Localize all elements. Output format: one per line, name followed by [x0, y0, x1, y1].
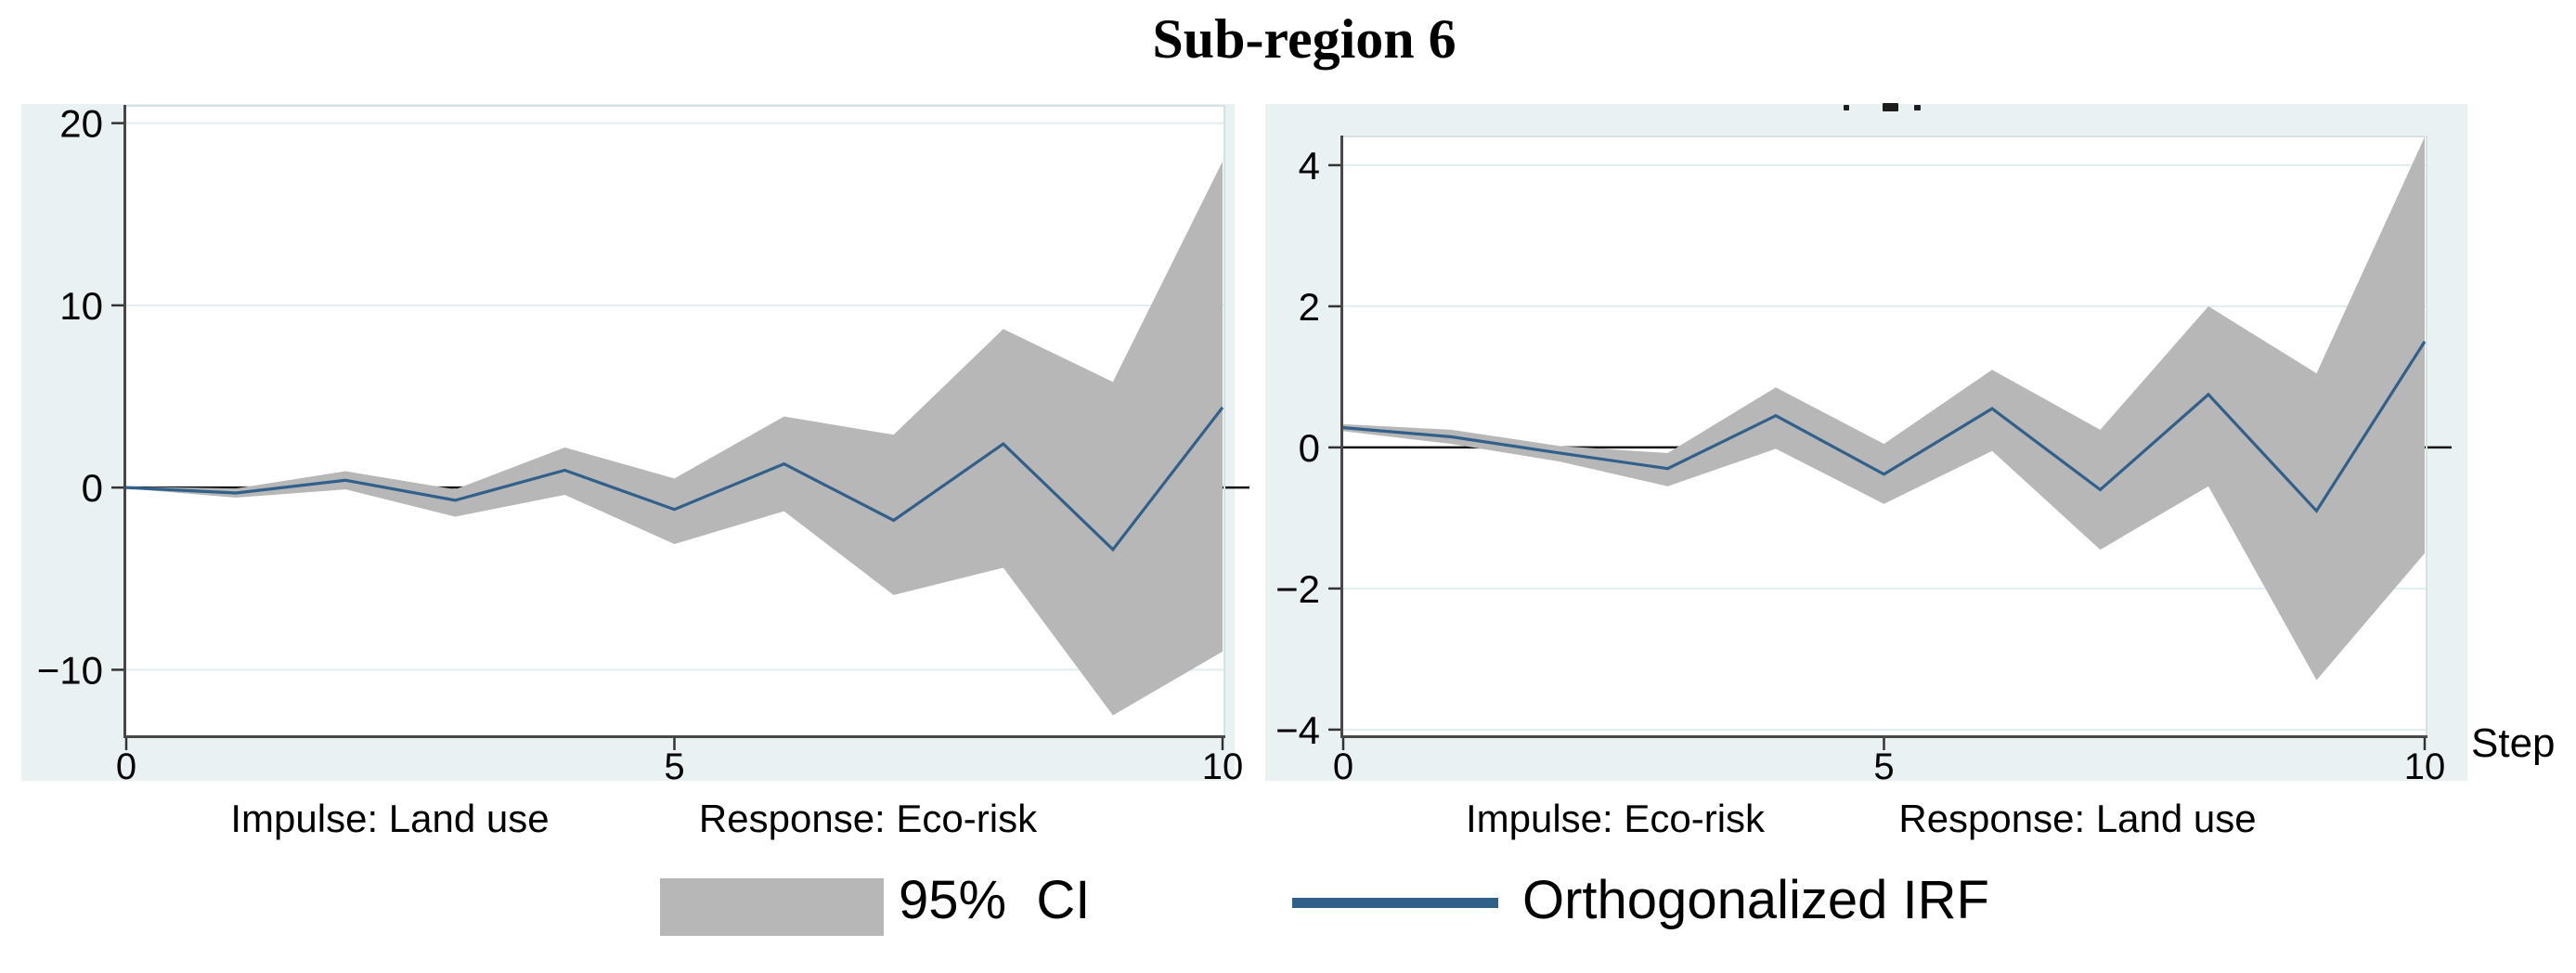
svg-text:0: 0	[82, 466, 103, 510]
svg-text:5: 5	[664, 746, 684, 787]
legend-irf-label: Orthogonalized IRF	[1522, 870, 1989, 930]
svg-text:0: 0	[1299, 426, 1320, 470]
legend-ci-swatch	[660, 878, 884, 936]
impulse-label-right: Impulse: Eco-risk	[1465, 797, 1766, 840]
irf-plot-right: −4 −2 0 2 4 0 5 10	[1275, 136, 2452, 787]
svg-text:−10: −10	[37, 648, 103, 692]
response-label-left: Response: Eco-risk	[698, 797, 1038, 840]
svg-text:0: 0	[116, 746, 136, 787]
svg-text:−4: −4	[1275, 708, 1320, 752]
chart-title: Sub-region 6	[1152, 8, 1456, 70]
svg-text:2: 2	[1299, 285, 1320, 329]
svg-text:10: 10	[59, 284, 103, 328]
panel-impulse-landuse: −10 0 10 20 0 5 10	[21, 102, 1249, 787]
panel-impulse-ecorisk: −4 −2 0 2 4 0 5 10	[1265, 104, 2467, 787]
svg-text:10: 10	[2404, 746, 2446, 787]
clipped-text-artifact	[1914, 105, 1921, 110]
svg-text:0: 0	[1333, 746, 1353, 787]
svg-text:5: 5	[1873, 746, 1894, 787]
x-axis-title-step: Step	[2471, 720, 2556, 766]
irf-plot-left: −10 0 10 20 0 5 10	[37, 102, 1249, 787]
legend-irf-line-swatch	[1292, 898, 1498, 908]
svg-text:20: 20	[59, 102, 103, 146]
svg-text:10: 10	[1202, 746, 1244, 787]
clipped-text-artifact	[1883, 103, 1898, 111]
svg-text:4: 4	[1299, 144, 1320, 188]
legend-ci-label: 95% CI	[899, 870, 1091, 930]
impulse-label-left: Impulse: Land use	[230, 797, 550, 840]
response-label-right: Response: Land use	[1898, 797, 2257, 840]
svg-text:−2: −2	[1275, 567, 1320, 611]
clipped-text-artifact	[1844, 105, 1849, 110]
